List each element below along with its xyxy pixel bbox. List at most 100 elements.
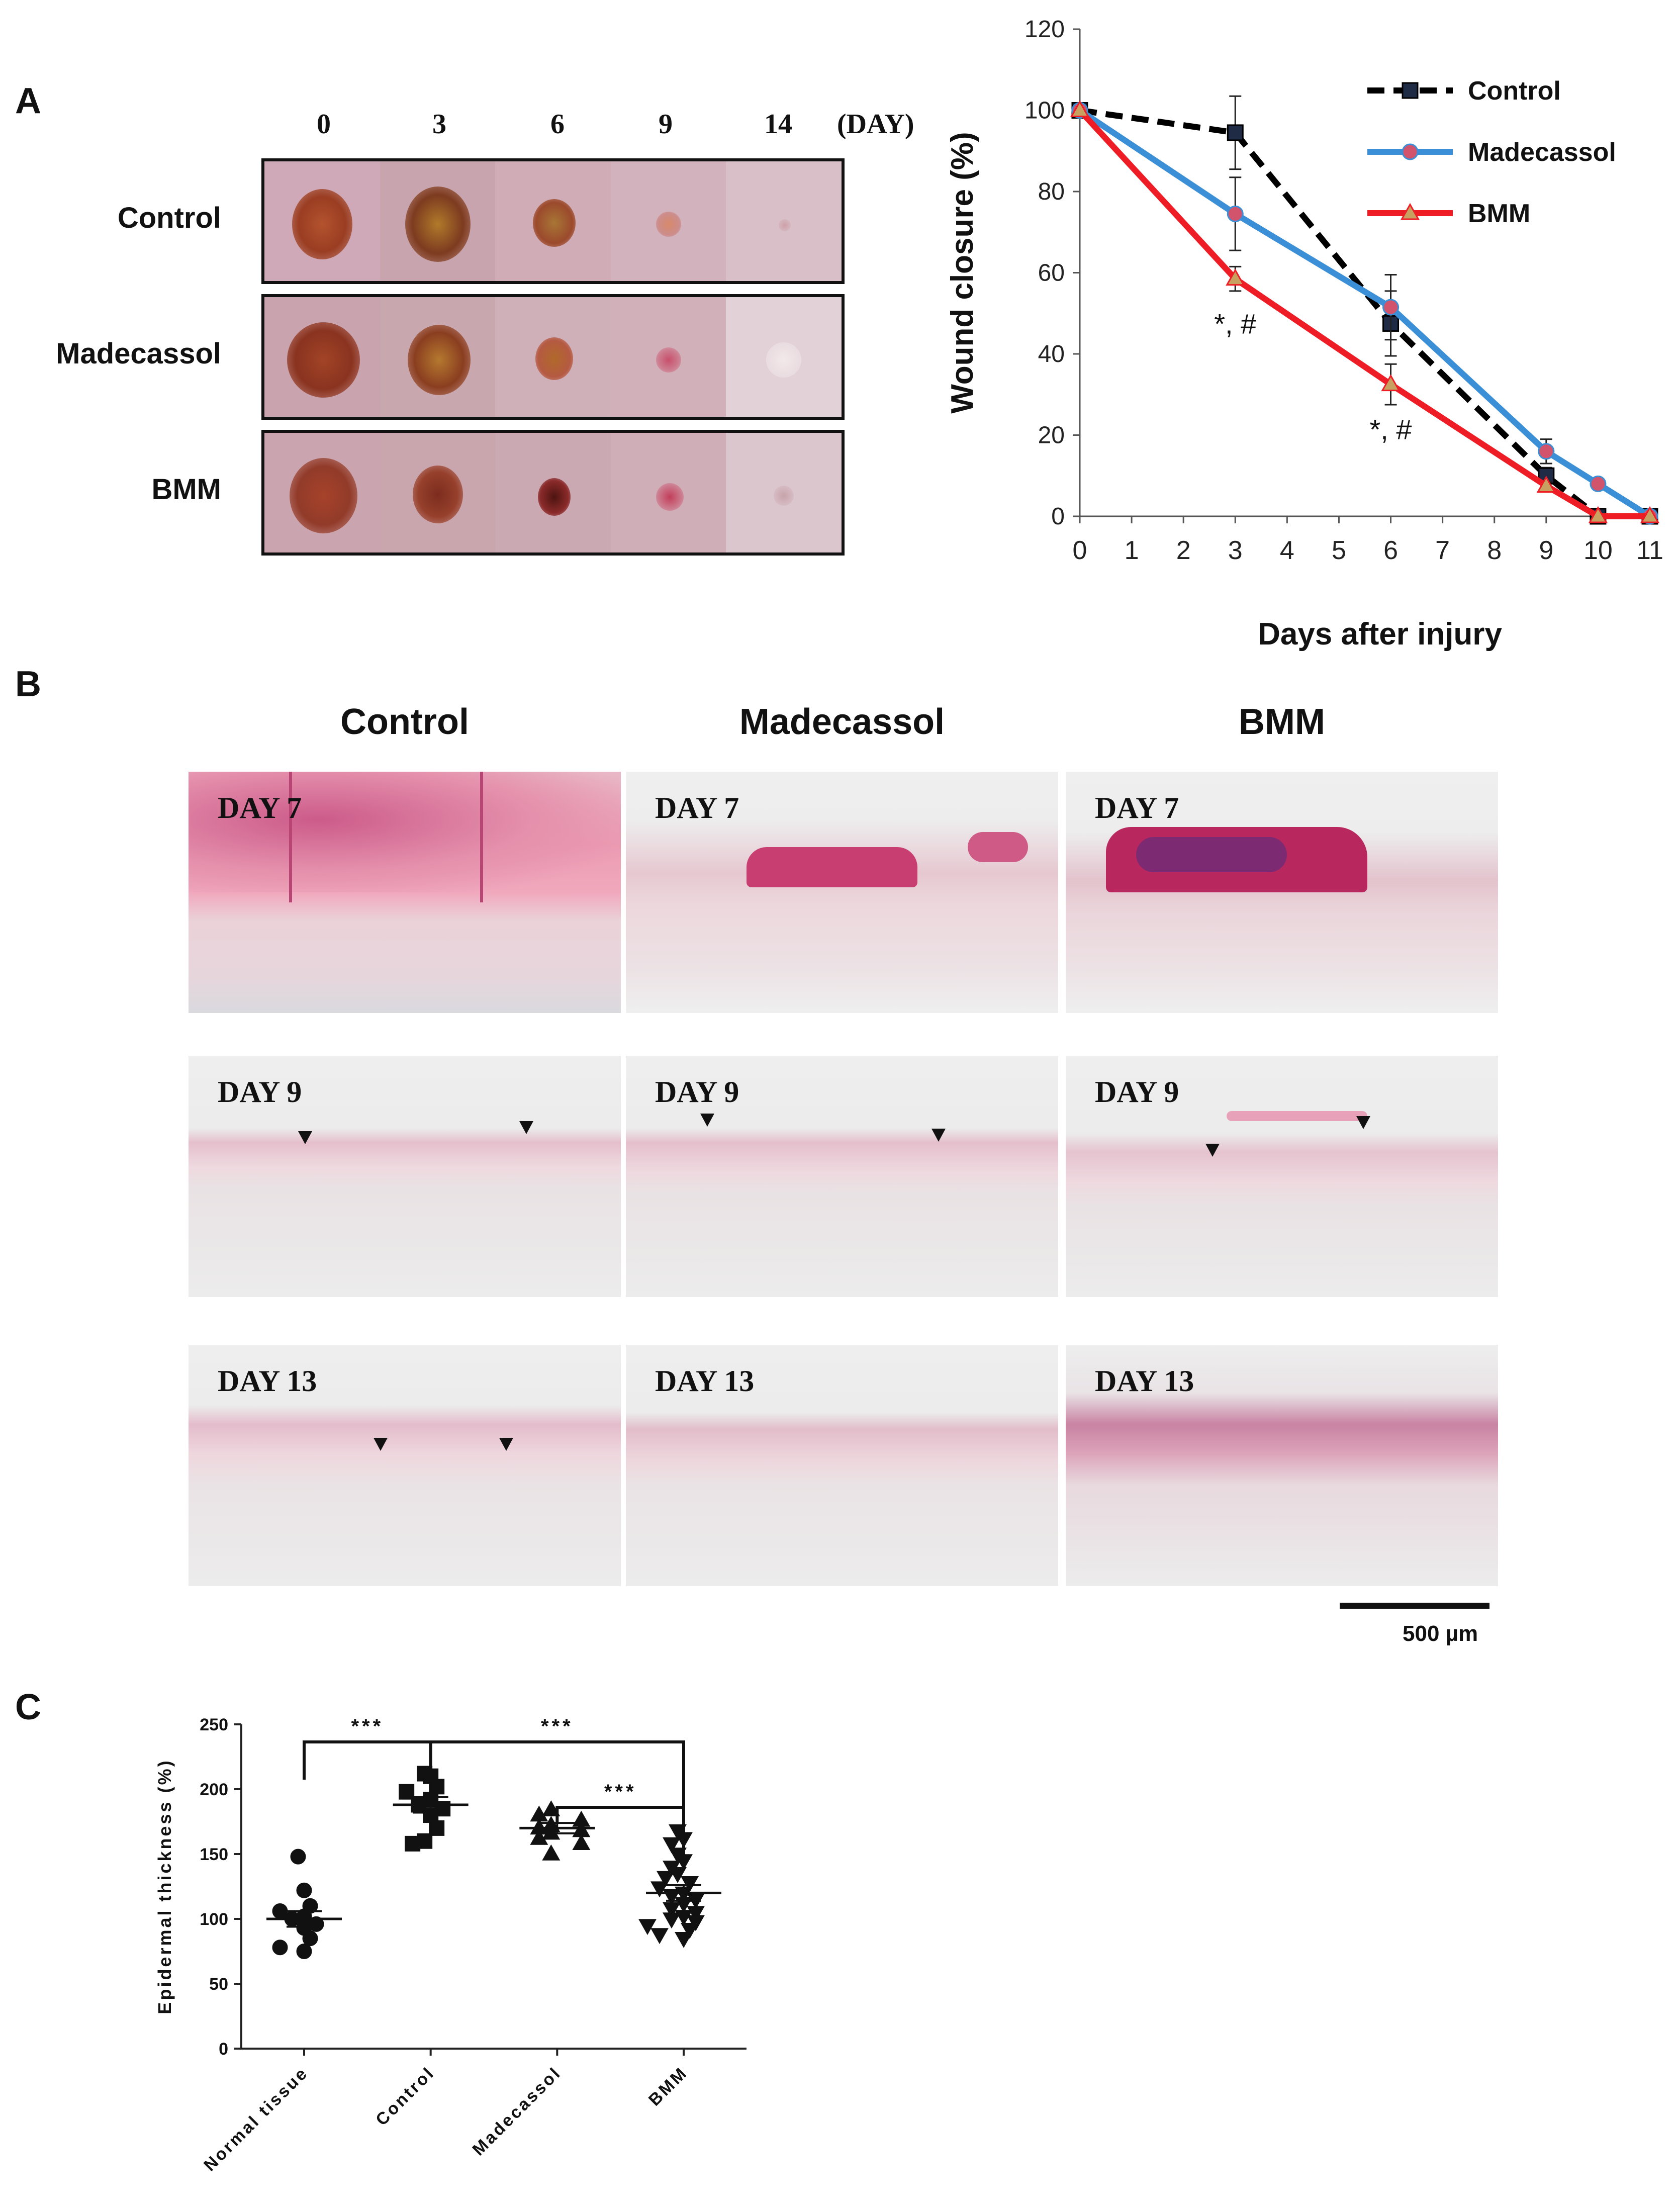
x-tick-label: 0	[1073, 536, 1087, 565]
data-point-bmm	[669, 1824, 687, 1840]
x-tick-label: 3	[1228, 536, 1243, 565]
y-tick-label: 120	[1024, 16, 1065, 43]
data-point-bmm	[650, 1928, 669, 1945]
arrowhead-marker	[374, 1438, 388, 1451]
wound-photo	[405, 187, 471, 262]
y-tick-label: 20	[1038, 422, 1065, 449]
data-point-bmm	[681, 1922, 699, 1939]
wound-photo	[535, 337, 574, 380]
x-tick-label: 7	[1435, 536, 1450, 565]
y-tick-label: 100	[1024, 98, 1065, 124]
histo-day-label: DAY 7	[655, 791, 739, 824]
legend-marker-madecassol	[1402, 143, 1419, 160]
legend-label-control: Control	[1468, 76, 1561, 106]
x-tick-label: 4	[1280, 536, 1294, 565]
data-point-bmm	[687, 1915, 705, 1931]
data-point-madecassol	[542, 1844, 561, 1861]
panel-c-letter: C	[15, 1687, 41, 1727]
epidermal-thickness-chart: 0 50 100 150 200 250 Epidermal thickness (%) No…	[154, 1715, 747, 2175]
x-tick-label: 9	[1539, 536, 1553, 565]
data-point-control	[429, 1779, 445, 1795]
significance-label: ***	[351, 1715, 384, 1737]
data-point-madecassol	[1382, 299, 1400, 316]
histology-image-madecassol-day7: DAY 7	[626, 772, 1058, 1013]
y-tick-label: 0	[1051, 503, 1065, 530]
histo-day-label: DAY 13	[655, 1364, 755, 1398]
data-point-bmm	[663, 1912, 681, 1929]
data-point-normal-tissue	[296, 1944, 312, 1959]
wound-photo	[290, 458, 357, 533]
data-point-control	[399, 1784, 415, 1800]
data-point-bmm	[1640, 506, 1660, 523]
histology-image-madecassol-day13: DAY 13	[626, 1345, 1058, 1586]
histo-day-label: DAY 7	[218, 791, 302, 824]
wound-photo	[292, 189, 352, 259]
wound-photo	[774, 486, 794, 506]
series-line-control	[1079, 107, 1650, 519]
wound-photo-strip-control	[261, 158, 845, 284]
histo-day-label: DAY 7	[1095, 791, 1179, 824]
histology-image-bmm-day13: DAY 13	[1066, 1345, 1498, 1586]
data-point-normal-tissue	[296, 1882, 312, 1898]
scale-bar-label: 500 µm	[1403, 1621, 1478, 1646]
data-point-bmm	[1070, 100, 1090, 117]
row-label-control: Control	[117, 202, 221, 234]
data-point-bmm	[675, 1910, 693, 1926]
x-tick-label: 5	[1332, 536, 1346, 565]
histology-image-control-day13: DAY 13	[189, 1345, 621, 1586]
panel-a-letter: A	[15, 81, 41, 121]
x-axis-title: Days after injury	[1258, 617, 1502, 652]
data-point-bmm	[638, 1919, 657, 1935]
arrowhead-marker	[298, 1131, 312, 1144]
significance-bracket	[303, 1740, 432, 1780]
histo-col-header-madecassol: Madecassol	[739, 702, 945, 742]
significance-annotation: *, #	[1370, 414, 1412, 445]
histology-image-bmm-day7: DAY 7	[1066, 772, 1498, 1013]
data-point-madecassol	[1590, 475, 1607, 492]
data-point-control	[429, 1820, 445, 1836]
arrowhead-marker	[519, 1121, 533, 1134]
histology-image-madecassol-day9: DAY 9	[626, 1056, 1058, 1297]
row-label-madecassol: Madecassol	[56, 337, 221, 370]
histo-day-label: DAY 9	[218, 1075, 302, 1109]
scale-bar	[1340, 1603, 1489, 1609]
x-tick-label: BMM	[645, 2063, 692, 2110]
histo-col-header-control: Control	[340, 702, 469, 742]
wound-photo	[412, 466, 463, 523]
wound-photo	[656, 483, 684, 511]
legend-marker-bmm	[1400, 203, 1420, 220]
legend-label-madecassol: Madecassol	[1468, 138, 1616, 167]
x-tick-label: 8	[1487, 536, 1502, 565]
arrowhead-marker	[1356, 1116, 1370, 1129]
data-point-bmm	[663, 1902, 681, 1918]
data-point-bmm	[1536, 476, 1556, 493]
x-tick-label: 6	[1383, 536, 1398, 565]
wound-photo	[656, 347, 681, 373]
arrowhead-marker	[700, 1114, 714, 1127]
y-axis-title: Epidermal thickness (%)	[154, 1759, 175, 2014]
wound-photo	[779, 219, 791, 231]
wound-closure-chart: 0 20 40 60 80 100 120 0 1 2 3 4 5 6 7 8 9 10 11 Days after …	[945, 16, 1663, 652]
legend-label-bmm: BMM	[1468, 199, 1530, 228]
data-point-madecassol	[542, 1800, 561, 1816]
data-point-bmm	[650, 1881, 669, 1898]
data-point-bmm	[1381, 374, 1401, 392]
wound-photo	[766, 342, 802, 378]
y-tick-label: 200	[200, 1780, 228, 1799]
wound-photo	[538, 478, 571, 516]
data-point-normal-tissue	[272, 1940, 288, 1956]
data-point-bmm	[1226, 268, 1245, 286]
wound-photo	[287, 322, 360, 398]
histology-image-bmm-day9: DAY 9	[1066, 1056, 1498, 1297]
arrowhead-marker	[499, 1438, 513, 1451]
y-tick-label: 50	[209, 1975, 228, 1994]
y-tick-label: 250	[200, 1715, 228, 1734]
data-point-control	[1227, 124, 1244, 141]
y-tick-label: 60	[1038, 260, 1065, 287]
histo-day-label: DAY 9	[1095, 1075, 1179, 1109]
data-point-bmm	[657, 1871, 675, 1887]
y-tick-label: 0	[219, 2040, 228, 2059]
day-header-6: 6	[550, 109, 565, 140]
histo-day-label: DAY 9	[655, 1075, 739, 1109]
day-header-9: 9	[659, 109, 673, 140]
